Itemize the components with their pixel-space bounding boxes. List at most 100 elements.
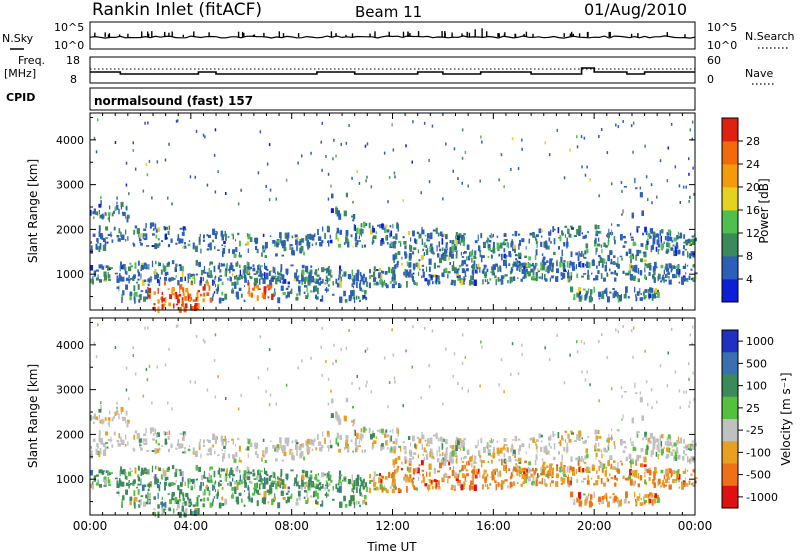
scatter-cell: [167, 288, 170, 290]
scatter-cell: [237, 202, 240, 206]
scatter-cell: [598, 465, 600, 472]
scatter-cell: [584, 455, 587, 460]
scatter-cell: [622, 475, 625, 479]
scatter-cell: [177, 504, 180, 509]
scatter-cell: [181, 476, 184, 482]
scatter-cell: [491, 266, 494, 271]
scatter-cell: [561, 467, 564, 470]
scatter-cell: [652, 231, 656, 238]
scatter-cell: [520, 278, 523, 282]
scatter-cell: [359, 477, 362, 482]
scatter-cell: [469, 456, 473, 462]
scatter-cell: [523, 263, 527, 266]
scatter-cell: [150, 481, 152, 484]
scatter-cell: [638, 455, 642, 459]
scatter-cell: [535, 249, 538, 256]
scatter-cell: [505, 239, 508, 242]
scatter-cell: [134, 167, 137, 171]
scatter-cell: [439, 232, 443, 237]
scatter-cell: [336, 227, 339, 233]
scatter-cell: [532, 467, 534, 471]
scatter-cell: [332, 486, 334, 491]
scatter-cell: [372, 445, 375, 448]
scatter-cell: [551, 480, 554, 484]
scatter-cell: [329, 234, 332, 239]
scatter-cell: [109, 410, 111, 415]
scatter-cell: [177, 238, 179, 241]
scatter-cell: [216, 436, 218, 440]
scatter-cell: [392, 254, 396, 261]
scatter-cell: [499, 265, 502, 272]
scatter-cell: [98, 469, 102, 474]
scatter-cell: [140, 273, 142, 279]
scatter-cell: [604, 448, 607, 451]
scatter-cell: [454, 244, 457, 249]
scatter-cell: [610, 258, 613, 263]
scatter-cell: [437, 265, 441, 268]
scatter-cell: [102, 244, 107, 251]
scatter-cell: [338, 281, 342, 288]
scatter-cell: [322, 278, 324, 284]
scatter-cell: [209, 247, 212, 251]
scatter-cell: [471, 269, 475, 275]
scatter-cell: [654, 288, 658, 293]
scatter-cell: [170, 277, 174, 281]
scatter-cell: [151, 450, 155, 452]
scatter-cell: [224, 475, 227, 482]
scatter-cell: [512, 452, 515, 457]
scatter-cell: [463, 236, 465, 242]
scatter-cell: [575, 457, 578, 461]
scatter-cell: [607, 273, 609, 277]
scatter-cell: [243, 299, 246, 302]
scatter-cell: [272, 472, 276, 478]
scatter-cell: [258, 483, 261, 490]
scatter-cell: [437, 275, 440, 280]
scatter-cell: [183, 296, 186, 299]
scatter-cell: [472, 468, 476, 475]
scatter-cell: [677, 268, 679, 273]
scatter-cell: [206, 272, 209, 277]
scatter-cell: [648, 289, 651, 293]
scatter-cell: [200, 269, 203, 276]
scatter-cell: [129, 291, 133, 296]
scatter-cell: [494, 468, 498, 472]
scatter-cell: [268, 271, 271, 276]
scatter-cell: [412, 477, 415, 480]
scatter-cell: [171, 202, 173, 206]
scatter-cell: [200, 474, 203, 481]
scatter-cell: [420, 460, 424, 466]
scatter-cell: [451, 245, 455, 252]
scatter-cell: [437, 279, 439, 281]
scatter-cell: [422, 473, 424, 477]
scatter-cell: [222, 248, 226, 254]
scatter-cell: [364, 223, 368, 226]
scatter-cell: [492, 234, 494, 238]
scatter-cell: [301, 154, 303, 158]
scatter-cell: [405, 144, 407, 148]
scatter-cell: [305, 295, 309, 299]
freq-tick-top: 18: [66, 54, 80, 67]
scatter-cell: [634, 264, 638, 269]
scatter-cell: [607, 232, 610, 238]
scatter-cell: [179, 266, 183, 271]
scatter-cell: [154, 307, 156, 312]
scatter-cell: [595, 230, 598, 236]
scatter-cell: [355, 233, 358, 240]
scatter-cell: [140, 267, 142, 271]
scatter-cell: [258, 274, 261, 277]
scatter-cell: [596, 470, 598, 474]
scatter-cell: [382, 241, 385, 245]
scatter-cell: [285, 268, 289, 274]
scatter-cell: [390, 241, 393, 247]
scatter-cell: [199, 498, 203, 502]
scatter-cell: [490, 459, 493, 464]
scatter-cell: [632, 275, 636, 281]
scatter-cell: [404, 450, 407, 455]
scatter-cell: [345, 192, 348, 198]
power-colorbar-tick-label: 24: [746, 158, 760, 171]
scatter-cell: [217, 170, 219, 174]
scatter-cell: [603, 277, 606, 282]
scatter-cell: [688, 275, 691, 280]
scatter-cell: [666, 477, 668, 483]
scatter-cell: [691, 440, 695, 443]
